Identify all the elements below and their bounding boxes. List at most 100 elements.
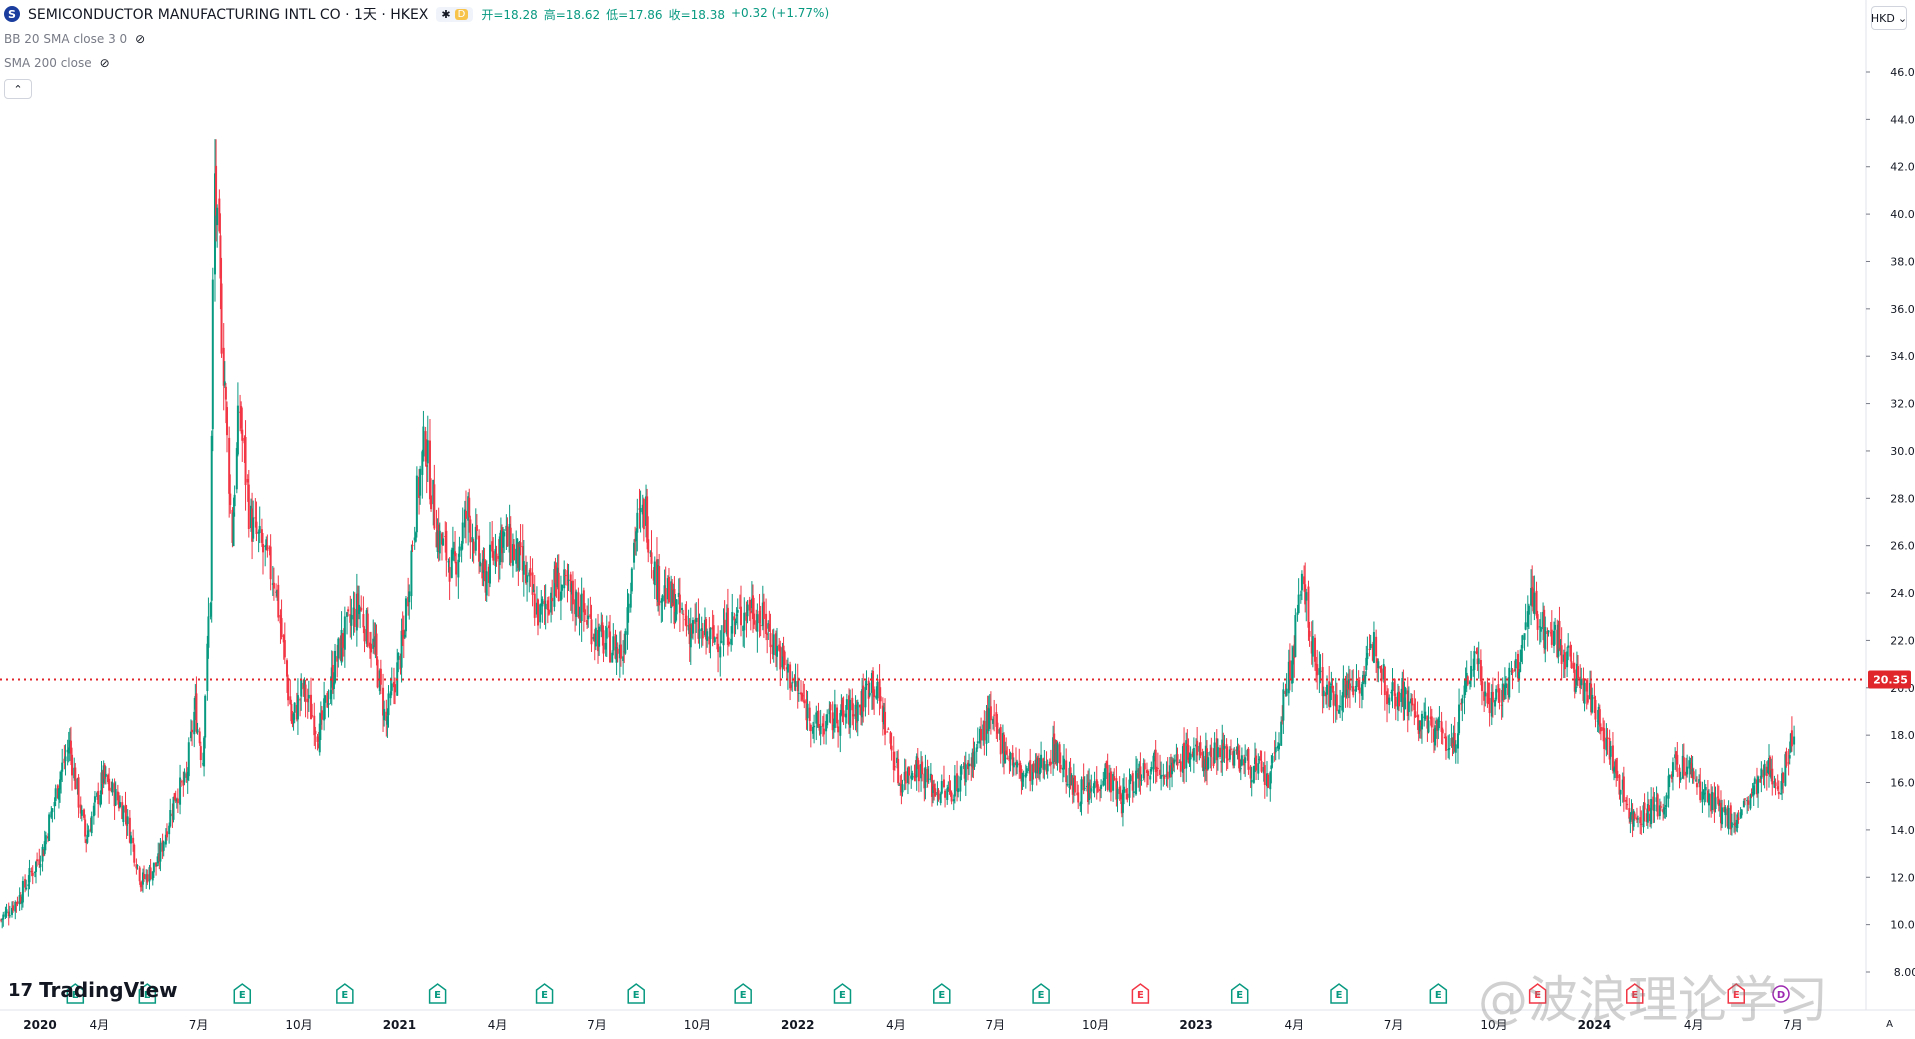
candle-body	[275, 591, 278, 593]
candle-body	[229, 493, 232, 505]
candle-body	[1271, 755, 1274, 763]
earnings-marker[interactable]: E	[138, 983, 157, 1004]
candle-body	[861, 689, 864, 718]
earnings-marker[interactable]: E	[336, 983, 354, 1004]
earnings-marker[interactable]: E	[1230, 983, 1249, 1004]
candle-body	[25, 887, 28, 890]
candle-body	[73, 767, 76, 779]
earnings-marker[interactable]: E	[1626, 983, 1644, 1004]
candle-body	[152, 862, 155, 873]
candle-body	[901, 784, 904, 793]
candle-body	[1006, 757, 1009, 759]
candle-body	[1168, 765, 1171, 778]
earnings-marker[interactable]: E	[627, 983, 645, 1004]
eye-off-icon[interactable]: ⊘	[99, 56, 110, 70]
collapse-legend-button[interactable]: ⌃	[4, 79, 32, 99]
candle-body	[660, 600, 663, 603]
candle-body	[1393, 678, 1396, 696]
candle-body	[418, 476, 421, 498]
candle-body	[1773, 781, 1776, 788]
candle-body	[1702, 793, 1705, 796]
candle-body	[484, 570, 487, 593]
candle-body	[893, 766, 896, 768]
earnings-marker[interactable]: E	[1727, 983, 1745, 1004]
earnings-marker[interactable]: E	[1032, 983, 1050, 1004]
candle-body	[597, 629, 600, 652]
candle-body	[410, 550, 413, 597]
auto-scale-button[interactable]: A	[1886, 1019, 1893, 1030]
candle-body	[1521, 635, 1524, 649]
candle-body	[1238, 758, 1241, 772]
candle-body	[641, 504, 644, 515]
earnings-marker[interactable]: E	[66, 983, 85, 1004]
candle-body	[1357, 680, 1360, 691]
candle-body	[1260, 761, 1263, 772]
candle-body	[385, 711, 388, 721]
candle-body	[1456, 733, 1459, 749]
candle-body	[1430, 716, 1433, 728]
candle-body	[1742, 800, 1745, 808]
candle-body	[531, 572, 534, 595]
svg-text:E: E	[1631, 990, 1638, 1001]
earnings-marker[interactable]: E	[1131, 983, 1150, 1004]
candle-body	[277, 584, 280, 618]
symbol-title[interactable]: SEMICONDUCTOR MANUFACTURING INTL CO · 1天…	[28, 7, 429, 23]
earnings-marker[interactable]: E	[933, 983, 951, 1004]
candle-body	[1192, 747, 1195, 761]
tradingview-logo[interactable]: 17 TradingView	[8, 978, 178, 1002]
candle-body	[1360, 684, 1363, 696]
candle-body	[415, 475, 418, 533]
y-tick-label: 32.00	[1890, 398, 1915, 411]
earnings-marker[interactable]: E	[535, 983, 554, 1004]
eye-off-icon[interactable]: ⊘	[135, 32, 146, 46]
candle-body	[387, 693, 390, 716]
earnings-marker[interactable]: E	[1528, 983, 1547, 1004]
candle-body	[1162, 774, 1165, 777]
candle-body	[927, 778, 930, 780]
candle-body	[1213, 742, 1216, 763]
candle-body	[1770, 770, 1773, 779]
earnings-marker[interactable]: E	[1330, 983, 1348, 1004]
candle-body	[800, 692, 803, 695]
dividend-marker[interactable]: D	[1772, 985, 1790, 1003]
candle-body	[1121, 789, 1124, 813]
candle-body	[451, 548, 454, 552]
candle-body	[1502, 687, 1505, 700]
candle-body	[353, 608, 356, 627]
candle-body	[642, 499, 645, 530]
currency-button[interactable]: HKD ⌄	[1871, 6, 1907, 30]
candle-body	[999, 727, 1002, 755]
earnings-marker[interactable]: E	[833, 983, 852, 1004]
candle-body	[1404, 688, 1407, 695]
candle-body	[63, 758, 66, 763]
candle-body	[402, 630, 405, 639]
candle-body	[16, 901, 19, 904]
candle-body	[816, 713, 819, 716]
indicator-bb[interactable]: BB 20 SMA close 3 0 ⊘	[4, 32, 145, 46]
candle-body	[758, 610, 761, 624]
candle-body	[1053, 733, 1056, 762]
earnings-marker[interactable]: E	[428, 983, 447, 1004]
indicator-sma[interactable]: SMA 200 close ⊘	[4, 56, 110, 70]
candle-body	[155, 862, 158, 867]
candle-body	[563, 569, 566, 589]
candle-body	[1375, 636, 1378, 657]
symbol-logo[interactable]: S	[4, 6, 20, 22]
interval-pill[interactable]: ✱ D	[436, 6, 474, 22]
candle-body	[864, 687, 867, 708]
candle-body	[1577, 666, 1580, 679]
candle-body	[854, 704, 857, 720]
candle-body	[717, 643, 720, 653]
candle-body	[116, 791, 119, 801]
earnings-marker[interactable]: E	[233, 983, 252, 1004]
candle-body	[1647, 805, 1650, 811]
candle-body	[1749, 794, 1752, 809]
earnings-marker[interactable]: E	[1429, 983, 1448, 1004]
earnings-marker[interactable]: E	[734, 983, 752, 1004]
candle-body	[1159, 769, 1162, 775]
candle-body	[30, 870, 33, 873]
candle-body	[703, 619, 706, 636]
candle-body	[1221, 739, 1224, 763]
candle-body	[910, 775, 913, 779]
